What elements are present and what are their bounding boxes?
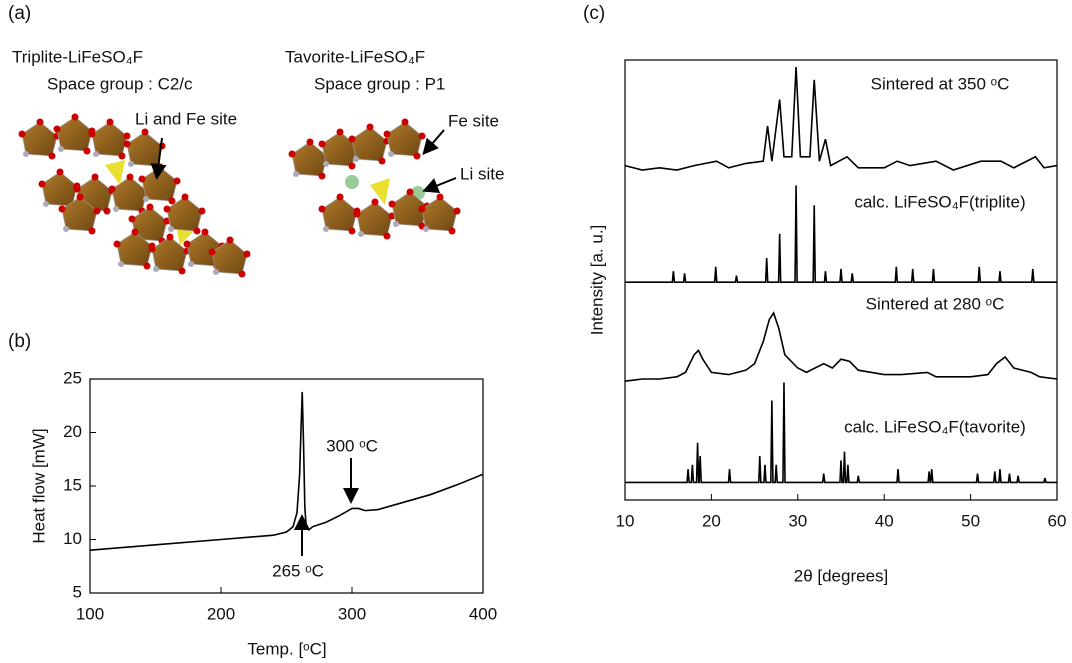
x-tick-label: 50 (961, 511, 980, 530)
x-tick-label: 30 (788, 511, 807, 530)
xrd-pattern (625, 313, 1057, 381)
site-label: Li site (460, 164, 504, 183)
structure-name: Triplite-LiFeSO₄F (12, 47, 143, 66)
space-group: Space group : C2/c (47, 74, 193, 93)
panel-label: (a) (8, 3, 31, 24)
y-axis-label: Heat flow [mW] (29, 428, 48, 543)
space-group: Space group : P1 (314, 74, 445, 93)
x-tick-label: 10 (616, 511, 635, 530)
x-tick-label: 20 (702, 511, 721, 530)
y-tick-label: 15 (63, 475, 82, 494)
series-label: calc. LiFeSO₄F(tavorite) (844, 417, 1026, 436)
x-tick-label: 60 (1048, 511, 1067, 530)
y-axis-label: Intensity [a. u.] (587, 225, 606, 336)
x-tick-label: 200 (207, 604, 235, 623)
panel-label: (b) (8, 331, 31, 352)
tavorite-structure (289, 119, 461, 240)
x-axis-label: Temp. [ᵒC] (247, 639, 326, 658)
annotation: 265 ᵒC (272, 561, 324, 580)
series-label: calc. LiFeSO₄F(triplite) (854, 192, 1025, 211)
series-label: Sintered at 280 ᵒC (866, 294, 1005, 313)
x-tick-label: 40 (875, 511, 894, 530)
figure: (a) (b) (c) Triplite-LiFeSO₄F Space grou… (0, 0, 1072, 663)
panel-label: (c) (583, 3, 605, 24)
y-tick-label: 5 (73, 582, 82, 601)
x-axis-label: 2θ [degrees] (794, 566, 889, 585)
y-tick-label: 25 (63, 368, 82, 387)
x-tick-label: 400 (469, 604, 497, 623)
structure-name: Tavorite-LiFeSO₄F (285, 47, 425, 66)
y-tick-label: 20 (63, 422, 82, 441)
y-tick-label: 10 (63, 529, 82, 548)
x-tick-label: 100 (76, 604, 104, 623)
annotation: 300 ᵒC (326, 436, 378, 455)
site-label: Fe site (448, 111, 499, 130)
series-label: Sintered at 350 ᵒC (871, 74, 1010, 93)
x-tick-label: 300 (338, 604, 366, 623)
dsc-curve (90, 392, 483, 550)
triplite-structure (19, 114, 251, 278)
site-label: Li and Fe site (135, 109, 237, 128)
